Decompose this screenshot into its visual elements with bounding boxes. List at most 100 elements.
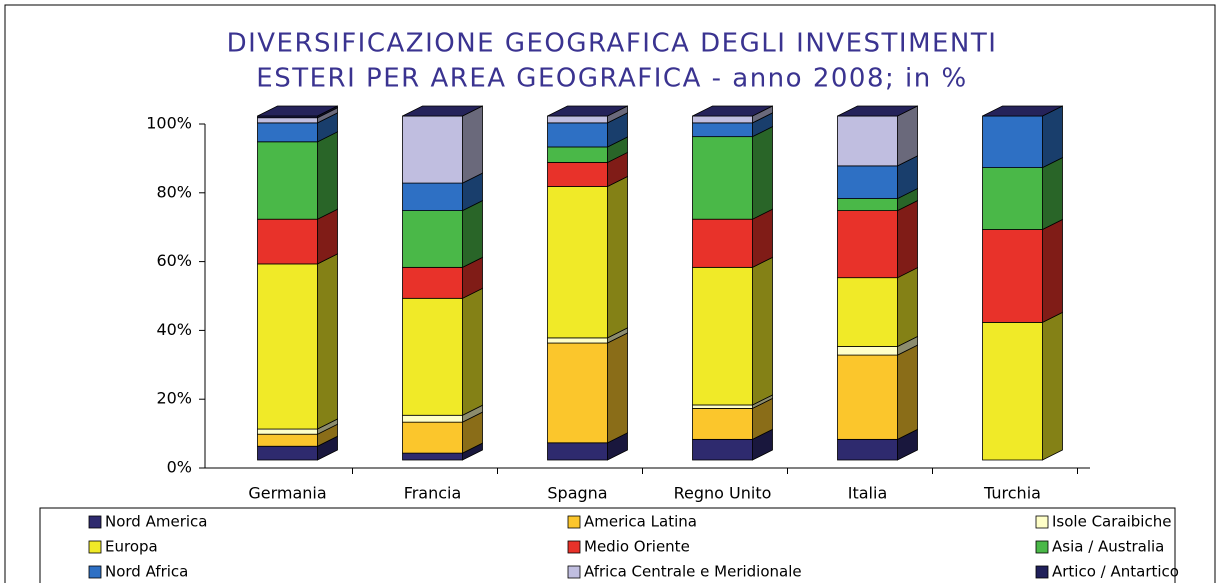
- legend-label: America Latina: [584, 513, 697, 531]
- y-tick-label: 20%: [156, 389, 192, 408]
- bar-side: [317, 253, 338, 430]
- legend-box: [39, 507, 1176, 583]
- bar-side: [607, 332, 628, 444]
- bar-side: [897, 267, 918, 348]
- x-tick-label: Spagna: [547, 484, 607, 503]
- bar: [257, 445, 318, 461]
- bar-side: [607, 175, 628, 339]
- legend-label: Nord America: [105, 513, 207, 531]
- legend-swatch: [88, 540, 102, 554]
- bar: [547, 342, 608, 444]
- bar: [402, 414, 463, 423]
- legend-label: Asia / Australia: [1052, 538, 1164, 556]
- bar: [257, 433, 318, 447]
- bar: [547, 337, 608, 344]
- bar: [982, 229, 1043, 323]
- bar: [692, 122, 753, 138]
- bar: [547, 442, 608, 461]
- bar: [402, 452, 463, 461]
- x-tick-label: Francia: [404, 484, 462, 503]
- bar-side: [317, 131, 338, 220]
- bar: [692, 404, 753, 409]
- bar: [837, 210, 898, 279]
- bar: [257, 141, 318, 220]
- bar: [257, 263, 318, 430]
- legend-swatch: [88, 565, 102, 579]
- bar-side: [897, 199, 918, 279]
- bar-top: [837, 105, 918, 117]
- chart-title: ESTERI PER AREA GEOGRAFICA - anno 2008; …: [256, 64, 967, 94]
- bar-side: [897, 105, 918, 167]
- bar: [402, 182, 463, 212]
- bar: [692, 115, 753, 124]
- bar-side: [462, 105, 483, 184]
- bar: [837, 198, 898, 211]
- legend-label: Isole Caraibiche: [1052, 513, 1171, 531]
- bar: [402, 297, 463, 416]
- bar: [257, 117, 318, 124]
- bar: [547, 146, 608, 163]
- chart-title: DIVERSIFICAZIONE GEOGRAFICA DEGLI INVEST…: [227, 29, 998, 59]
- bar: [837, 277, 898, 347]
- bar: [837, 354, 898, 440]
- x-tick-label: Regno Unito: [674, 484, 772, 503]
- legend-label: Medio Oriente: [584, 538, 690, 556]
- bar-top: [982, 105, 1063, 117]
- bar: [837, 346, 898, 356]
- bar: [257, 218, 318, 265]
- legend-label: Europa: [105, 538, 158, 556]
- y-tick-label: 100%: [146, 114, 192, 133]
- bar: [837, 165, 898, 199]
- legend-swatch: [567, 515, 581, 529]
- bar: [982, 167, 1043, 230]
- legend-label: Africa Centrale e Meridionale: [584, 563, 802, 581]
- y-tick-label: 80%: [156, 182, 192, 201]
- legend-swatch: [88, 515, 102, 529]
- bar-side: [462, 199, 483, 269]
- bar: [547, 115, 608, 124]
- legend-label: Nord Africa: [105, 563, 188, 581]
- legend-swatch: [567, 565, 581, 579]
- x-tick-label: Germania: [248, 484, 326, 503]
- bar: [402, 266, 463, 299]
- bar: [692, 266, 753, 406]
- legend-swatch: [1035, 540, 1049, 554]
- x-tick-label: Turchia: [983, 484, 1041, 503]
- bar: [692, 218, 753, 268]
- bar: [982, 115, 1043, 168]
- bar: [692, 136, 753, 220]
- x-tick-label: Italia: [848, 484, 888, 503]
- bar: [402, 210, 463, 268]
- bar-side: [752, 125, 773, 220]
- bar: [257, 122, 318, 143]
- bar: [402, 421, 463, 454]
- bar: [257, 428, 318, 435]
- bar: [837, 438, 898, 461]
- bar: [402, 115, 463, 184]
- bar-side: [1042, 105, 1063, 169]
- bar: [982, 321, 1043, 461]
- bar: [547, 122, 608, 148]
- bar-top: [257, 105, 338, 117]
- bar-top: [692, 105, 773, 117]
- bar-side: [462, 287, 483, 416]
- bar-side: [752, 256, 773, 406]
- bar: [547, 186, 608, 339]
- bar-side: [1042, 156, 1063, 231]
- bar-side: [897, 344, 918, 441]
- bar-top: [402, 105, 483, 117]
- y-tick-label: 0%: [167, 458, 192, 477]
- bar: [837, 115, 898, 167]
- y-tick-label: 40%: [156, 320, 192, 339]
- legend-swatch: [1035, 515, 1049, 529]
- bar-side: [1042, 311, 1063, 461]
- bar: [692, 407, 753, 440]
- legend-label: Artico / Antartico: [1052, 563, 1179, 581]
- bar: [692, 438, 753, 461]
- bar: [547, 162, 608, 187]
- legend-swatch: [567, 540, 581, 554]
- y-tick-label: 60%: [156, 251, 192, 270]
- bar-top: [547, 105, 628, 117]
- bar-side: [1042, 218, 1063, 324]
